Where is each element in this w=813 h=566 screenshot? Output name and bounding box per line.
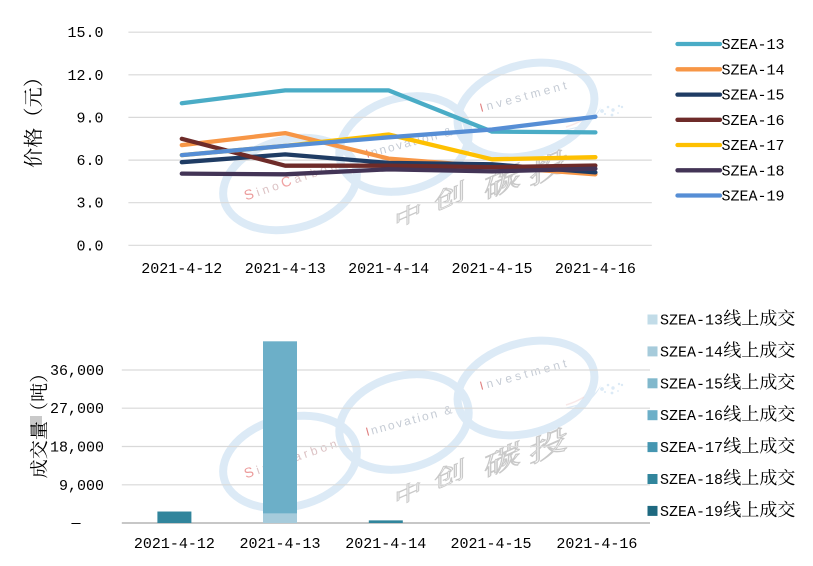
svg-text:6.0: 6.0 bbox=[76, 153, 103, 170]
svg-text:SZEA-14: SZEA-14 bbox=[660, 344, 723, 361]
svg-text:2021-4-16: 2021-4-16 bbox=[556, 536, 637, 553]
svg-text:SZEA-13: SZEA-13 bbox=[660, 313, 723, 330]
svg-text:2021-4-15: 2021-4-15 bbox=[450, 536, 531, 553]
svg-text:SZEA-17: SZEA-17 bbox=[722, 138, 785, 155]
svg-text:SZEA-18: SZEA-18 bbox=[660, 472, 723, 489]
svg-text:2021-4-12: 2021-4-12 bbox=[134, 536, 215, 553]
svg-text:36,000: 36,000 bbox=[50, 363, 104, 380]
svg-text:18,000: 18,000 bbox=[50, 440, 104, 457]
svg-text:SZEA-15: SZEA-15 bbox=[722, 88, 785, 105]
svg-text:SZEA-15: SZEA-15 bbox=[660, 376, 723, 393]
svg-text:SZEA-18: SZEA-18 bbox=[722, 163, 785, 180]
svg-text:SZEA-16: SZEA-16 bbox=[722, 113, 785, 130]
svg-text:SZEA-17: SZEA-17 bbox=[660, 440, 723, 457]
svg-text:27,000: 27,000 bbox=[50, 401, 104, 418]
svg-text:2021-4-14: 2021-4-14 bbox=[348, 261, 429, 278]
svg-text:2021-4-14: 2021-4-14 bbox=[345, 536, 426, 553]
svg-text:9.0: 9.0 bbox=[76, 110, 103, 127]
svg-text:SZEA-13: SZEA-13 bbox=[722, 37, 785, 54]
svg-text:2021-4-15: 2021-4-15 bbox=[451, 261, 532, 278]
svg-text:SZEA-19: SZEA-19 bbox=[722, 189, 785, 206]
svg-text:9,000: 9,000 bbox=[59, 478, 104, 495]
svg-text:—: — bbox=[70, 516, 81, 533]
svg-text:SZEA-19: SZEA-19 bbox=[660, 504, 723, 521]
svg-text:12.0: 12.0 bbox=[67, 68, 103, 85]
svg-text:SZEA-14: SZEA-14 bbox=[722, 62, 785, 79]
svg-text:3.0: 3.0 bbox=[76, 196, 103, 213]
svg-text:2021-4-16: 2021-4-16 bbox=[555, 261, 636, 278]
svg-text:2021-4-13: 2021-4-13 bbox=[245, 261, 326, 278]
svg-text:0.0: 0.0 bbox=[76, 238, 103, 255]
svg-text:15.0: 15.0 bbox=[67, 25, 103, 42]
svg-text:2021-4-13: 2021-4-13 bbox=[239, 536, 320, 553]
svg-text:SZEA-16: SZEA-16 bbox=[660, 408, 723, 425]
svg-text:2021-4-12: 2021-4-12 bbox=[141, 261, 222, 278]
